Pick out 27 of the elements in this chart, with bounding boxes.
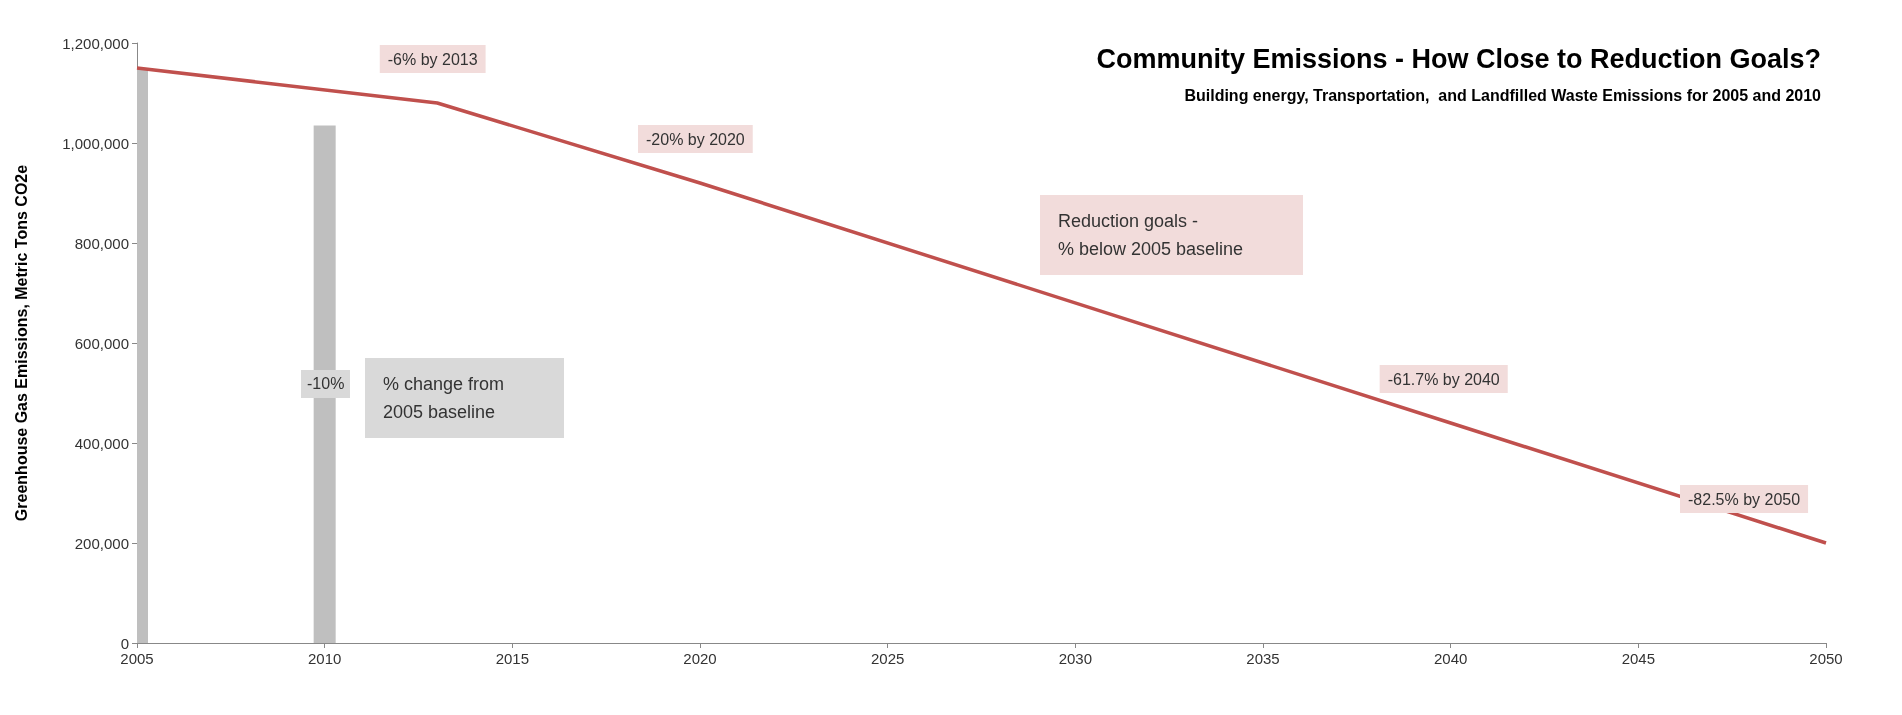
annotation: -61.7% by 2040: [1387, 370, 1500, 388]
y-tick-label: 0: [120, 634, 129, 652]
x-tick-label: 2050: [1809, 650, 1843, 667]
x-tick-label: 2025: [870, 650, 905, 667]
x-tick-label: 2005: [120, 650, 154, 667]
y-axis-title: Greenhouse Gas Emissions, Metric Tons CO2e: [12, 164, 30, 522]
annotation: -6% by 2013: [387, 50, 478, 68]
callout-box: Reduction goals - % below 2005 baseline: [1040, 195, 1304, 275]
callout-box: % change from 2005 baseline: [365, 358, 565, 438]
x-tick-label: 2045: [1621, 650, 1656, 667]
x-tick-label: 2040: [1433, 650, 1468, 667]
text: Building energy, Transportation, and Landfilled Waste Emissions for 2005 and 2010: [1184, 86, 1822, 104]
annotation: -82.5% by 2050: [1688, 490, 1801, 508]
y-tick-label: 1,000,000: [62, 134, 129, 152]
y-tick-label: 600,000: [74, 334, 129, 352]
y-tick-label: 800,000: [74, 234, 129, 252]
y-tick-label: 200,000: [74, 534, 129, 552]
x-tick-label: 2030: [1058, 650, 1093, 667]
annotation: -20% by 2020: [646, 130, 745, 148]
chart-title: Community Emissions - How Close to Reduction Goals?: [1096, 43, 1822, 74]
x-tick-label: 2015: [495, 650, 530, 667]
x-tick-label: 2035: [1246, 650, 1280, 667]
y-tick-label: 400,000: [74, 434, 129, 452]
y-tick-label: 1,200,000: [62, 34, 129, 52]
x-tick-label: 2010: [307, 650, 342, 667]
callout-box: -10%: [301, 370, 351, 398]
x-tick-label: 2020: [683, 650, 717, 667]
